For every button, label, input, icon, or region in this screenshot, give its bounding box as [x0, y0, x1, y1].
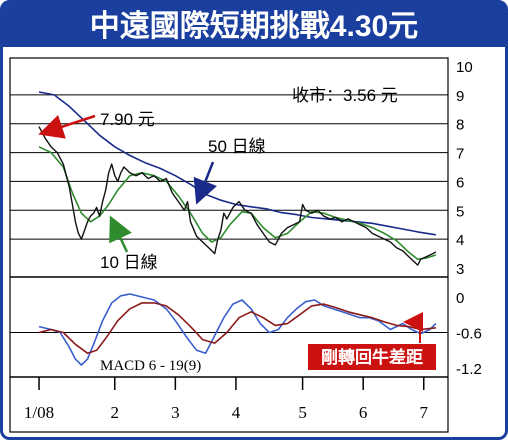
x-tick-label: 7	[420, 403, 429, 422]
high-price-label: 7.90 元	[100, 110, 155, 129]
ma50-arrow	[193, 161, 217, 205]
macd-tick-label: -0.6	[456, 326, 482, 343]
x-tick-label: 3	[171, 403, 180, 422]
macd-label: MACD 6 - 19(9)	[100, 358, 201, 374]
macd-y-axis: 0 -0.6 -1.2	[456, 290, 482, 378]
ma50-label: 50 日線	[208, 137, 266, 156]
close-price-label: 收市：3.56 元	[292, 86, 398, 105]
macd-tick-label: -1.2	[456, 361, 482, 378]
ma10-arrow	[109, 215, 132, 253]
x-tick-label: 5	[298, 403, 307, 422]
price-tick-label: 5	[456, 203, 464, 220]
x-axis: 1/08 2 3 4 5 6 7	[24, 377, 429, 422]
price-gridlines	[10, 94, 448, 240]
price-tick-label: 6	[456, 174, 464, 191]
chart-title: 中遠國際短期挑戰4.30元	[90, 10, 418, 43]
price-tick-label: 9	[456, 88, 464, 105]
price-tick-label: 7	[456, 146, 464, 163]
x-tick-label: 2	[111, 403, 120, 422]
high-price-arrow	[38, 114, 96, 139]
x-tick-label: 4	[232, 403, 241, 422]
plot-frame	[9, 57, 449, 433]
price-y-axis: 3 4 5 6 7 8 9 10	[456, 59, 473, 278]
x-tick-label: 6	[359, 403, 368, 422]
price-series-group	[38, 91, 437, 266]
macd-badge: 剛轉回牛差距	[321, 347, 423, 367]
x-tick-label: 1/08	[24, 403, 54, 422]
price-series-line-2	[38, 126, 437, 266]
price-tick-label: 8	[456, 117, 464, 134]
price-tick-label: 10	[456, 59, 473, 76]
macd-series-line-0	[38, 293, 437, 366]
macd-series-line-1	[38, 302, 436, 354]
price-tick-label: 4	[456, 232, 464, 249]
macd-tick-label: 0	[456, 290, 464, 307]
ma10-label: 10 日線	[100, 253, 158, 272]
macd-badge-box	[308, 344, 436, 370]
macd-series-group	[38, 293, 437, 366]
header-bar	[3, 3, 505, 47]
price-tick-label: 3	[456, 261, 464, 278]
